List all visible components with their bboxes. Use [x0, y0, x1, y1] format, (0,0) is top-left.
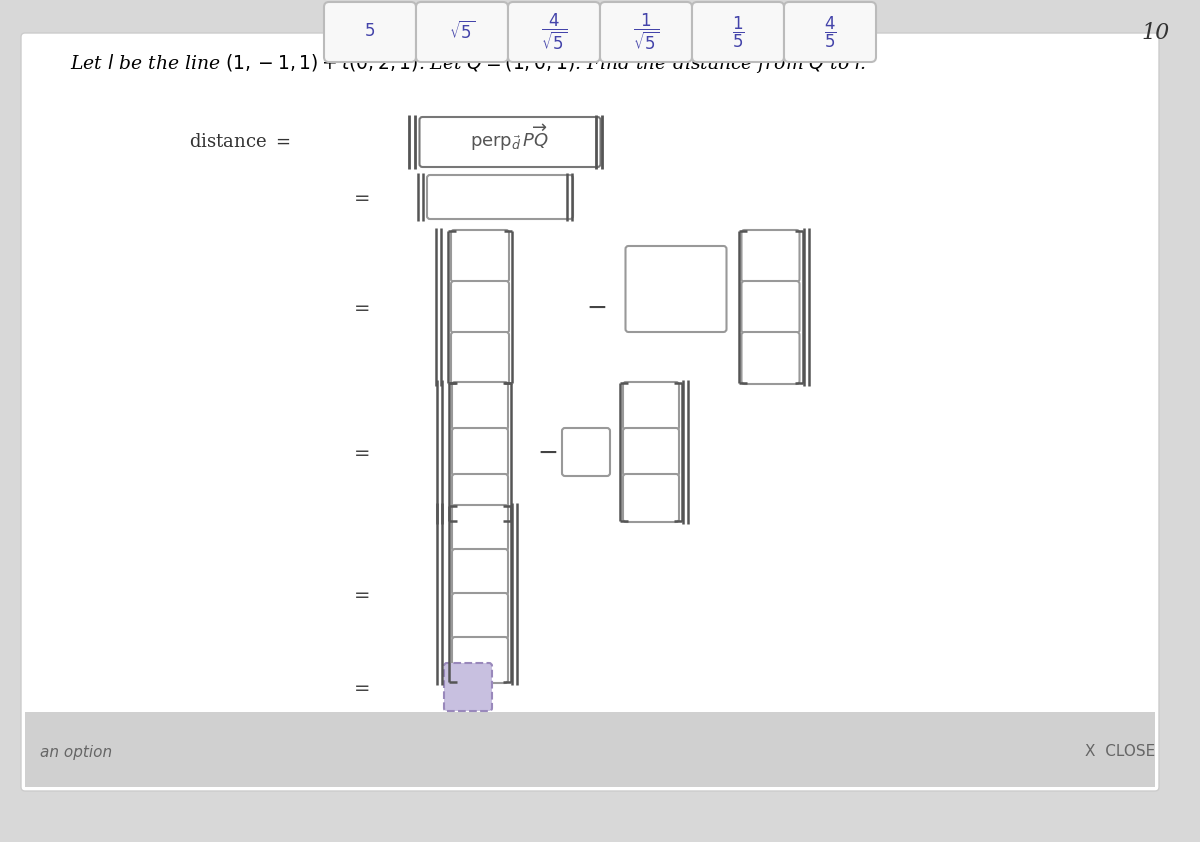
Text: $\dfrac{4}{\sqrt{5}}$: $\dfrac{4}{\sqrt{5}}$ [541, 12, 568, 52]
Text: $-$: $-$ [536, 440, 557, 464]
FancyBboxPatch shape [742, 281, 799, 333]
Text: $5$: $5$ [365, 24, 376, 40]
FancyBboxPatch shape [452, 505, 508, 551]
FancyBboxPatch shape [444, 663, 492, 711]
FancyBboxPatch shape [420, 117, 600, 167]
FancyBboxPatch shape [452, 382, 508, 430]
FancyBboxPatch shape [562, 428, 610, 476]
Text: an option: an option [40, 744, 112, 759]
Text: $=$: $=$ [350, 443, 370, 461]
FancyBboxPatch shape [452, 428, 508, 476]
FancyBboxPatch shape [623, 474, 679, 522]
FancyBboxPatch shape [452, 549, 508, 595]
Text: $\dfrac{4}{5}$: $\dfrac{4}{5}$ [823, 14, 836, 50]
FancyBboxPatch shape [452, 593, 508, 639]
FancyBboxPatch shape [784, 2, 876, 62]
FancyBboxPatch shape [623, 428, 679, 476]
Bar [25, 712, 1154, 787]
Text: Let $l$ be the line $(1,-1,1)+t(0,2,1)$. Let $Q=(1,0,1)$. Find the distance from: Let $l$ be the line $(1,-1,1)+t(0,2,1)$.… [70, 52, 866, 75]
FancyBboxPatch shape [451, 230, 509, 282]
FancyBboxPatch shape [451, 281, 509, 333]
Text: X  CLOSE: X CLOSE [1085, 744, 1154, 759]
FancyBboxPatch shape [324, 2, 416, 62]
FancyBboxPatch shape [416, 2, 508, 62]
FancyBboxPatch shape [451, 332, 509, 384]
Text: $=$: $=$ [350, 298, 370, 316]
FancyBboxPatch shape [22, 33, 1159, 791]
Text: distance $=$: distance $=$ [188, 133, 290, 151]
FancyBboxPatch shape [508, 2, 600, 62]
FancyBboxPatch shape [600, 2, 692, 62]
FancyBboxPatch shape [427, 175, 574, 219]
FancyBboxPatch shape [742, 230, 799, 282]
Text: $-$: $-$ [586, 295, 606, 319]
Text: 10: 10 [1141, 22, 1170, 44]
Text: $=$: $=$ [350, 585, 370, 603]
Text: $\mathrm{perp}_{\vec{d}}\,\overrightarrow{PQ}$: $\mathrm{perp}_{\vec{d}}\,\overrightarro… [470, 123, 550, 153]
FancyBboxPatch shape [692, 2, 784, 62]
FancyBboxPatch shape [452, 474, 508, 522]
Text: $\sqrt{5}$: $\sqrt{5}$ [449, 21, 475, 43]
FancyBboxPatch shape [623, 382, 679, 430]
FancyBboxPatch shape [452, 637, 508, 683]
FancyBboxPatch shape [625, 246, 726, 332]
Text: $=$: $=$ [350, 678, 370, 696]
FancyBboxPatch shape [742, 332, 799, 384]
Text: $\dfrac{1}{\sqrt{5}}$: $\dfrac{1}{\sqrt{5}}$ [632, 12, 659, 52]
Text: $\dfrac{1}{5}$: $\dfrac{1}{5}$ [732, 14, 744, 50]
Text: $=$: $=$ [350, 188, 370, 206]
